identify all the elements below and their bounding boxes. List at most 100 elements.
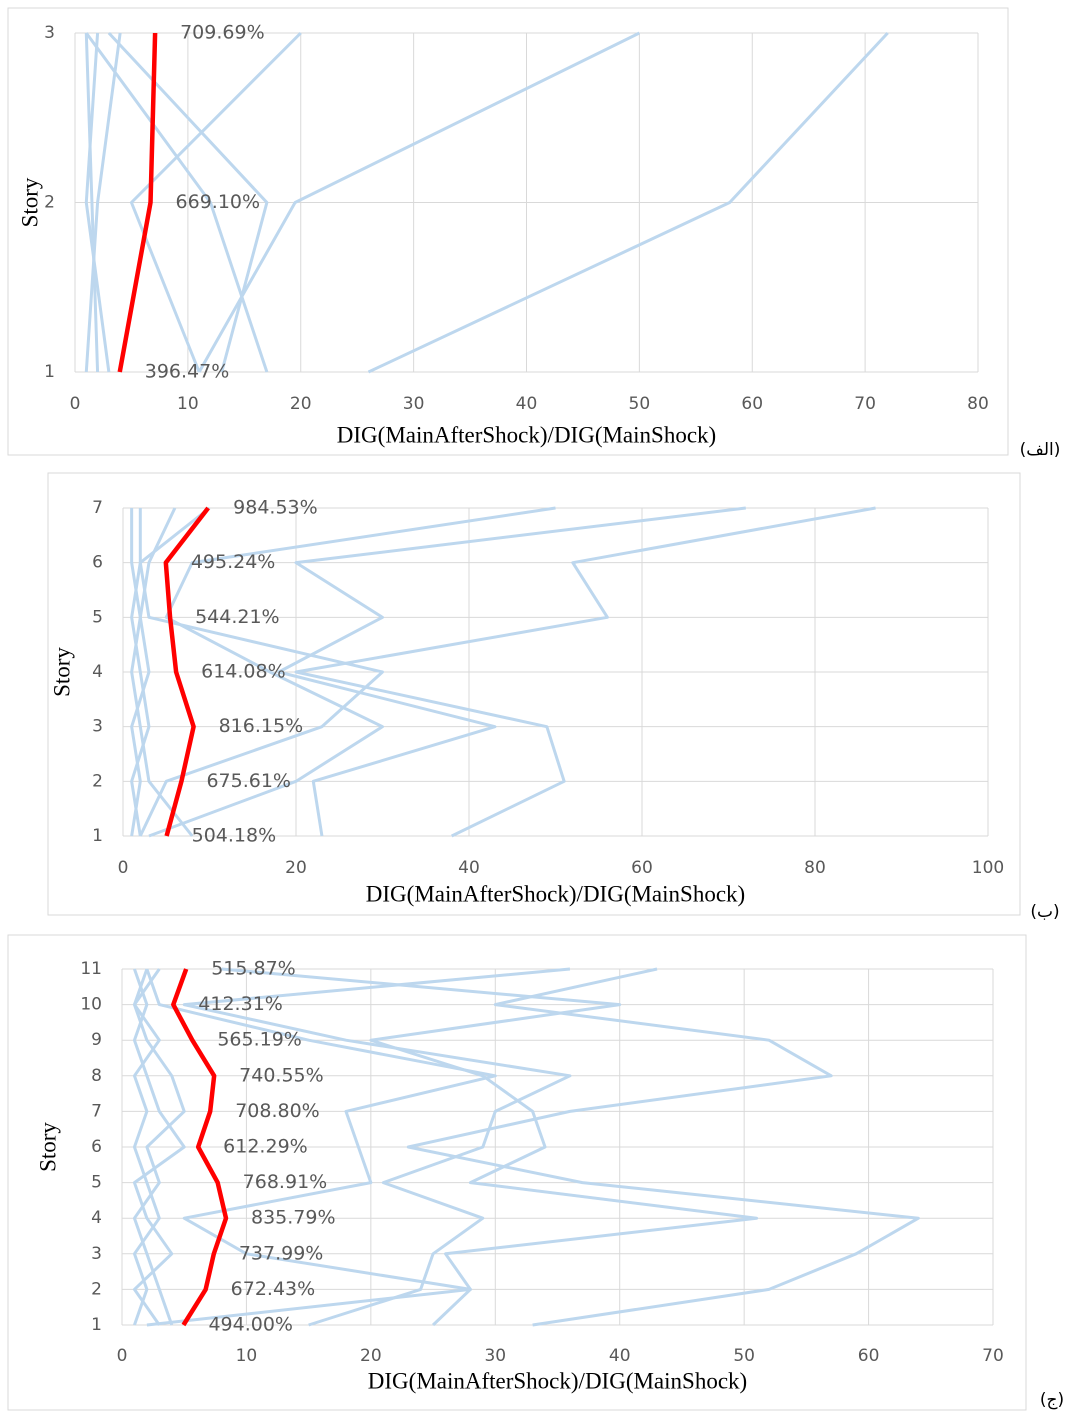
x-tick-label: 10 bbox=[177, 394, 199, 414]
x-axis-title: DIG(MainAfterShock)/DIG(MainShock) bbox=[368, 1368, 747, 1393]
x-tick-label: 20 bbox=[360, 1346, 382, 1366]
data-label: 396.47% bbox=[145, 361, 230, 383]
x-tick-label: 60 bbox=[741, 394, 763, 414]
y-axis-title: Story bbox=[49, 647, 74, 697]
y-tick-label: 2 bbox=[92, 771, 103, 791]
data-label: 737.99% bbox=[239, 1242, 324, 1264]
series-line bbox=[277, 506, 746, 837]
x-tick-label: 0 bbox=[117, 1346, 128, 1366]
data-label: 984.53% bbox=[233, 497, 318, 519]
data-label: 669.10% bbox=[176, 191, 261, 213]
series-line bbox=[132, 968, 186, 1326]
x-tick-label: 80 bbox=[804, 858, 826, 878]
y-tick-label: 3 bbox=[44, 23, 55, 43]
series-line bbox=[406, 967, 920, 1327]
series-line bbox=[182, 967, 572, 1327]
y-tick-label: 2 bbox=[91, 1279, 102, 1299]
series-line bbox=[163, 506, 210, 837]
series-line bbox=[117, 32, 158, 373]
y-axis-title: Story bbox=[35, 1122, 60, 1172]
series-line bbox=[132, 968, 161, 1326]
x-tick-label: 50 bbox=[629, 394, 651, 414]
data-label: 614.08% bbox=[201, 661, 286, 683]
data-label: 708.80% bbox=[235, 1100, 320, 1122]
data-label: 515.87% bbox=[211, 958, 296, 980]
series-line bbox=[130, 508, 151, 837]
x-tick-label: 0 bbox=[70, 394, 81, 414]
y-tick-label: 8 bbox=[91, 1066, 102, 1086]
series-line bbox=[171, 968, 229, 1327]
series-line bbox=[148, 506, 556, 838]
series-line bbox=[197, 31, 641, 373]
x-tick-label: 70 bbox=[854, 394, 876, 414]
data-label: 612.29% bbox=[223, 1136, 308, 1158]
chart-frame bbox=[7, 7, 1009, 456]
series-line bbox=[85, 32, 269, 373]
x-tick-label: 30 bbox=[484, 1346, 506, 1366]
x-tick-label: 40 bbox=[458, 858, 480, 878]
data-label: 495.24% bbox=[191, 551, 276, 573]
y-tick-label: 6 bbox=[92, 553, 103, 573]
y-tick-label: 10 bbox=[80, 995, 102, 1015]
y-tick-label: 1 bbox=[91, 1315, 102, 1335]
x-tick-label: 80 bbox=[967, 394, 989, 414]
y-tick-label: 5 bbox=[92, 607, 103, 627]
panel-label: (الف) bbox=[1020, 440, 1061, 460]
y-tick-label: 5 bbox=[91, 1173, 102, 1193]
chart-frame bbox=[47, 472, 1021, 916]
x-tick-label: 40 bbox=[516, 394, 538, 414]
data-label: 816.15% bbox=[219, 715, 304, 737]
y-tick-label: 9 bbox=[91, 1030, 102, 1050]
x-tick-label: 70 bbox=[982, 1346, 1004, 1366]
x-tick-label: 30 bbox=[403, 394, 425, 414]
series-line bbox=[367, 31, 889, 374]
y-tick-label: 4 bbox=[92, 662, 103, 682]
series-line bbox=[130, 507, 194, 837]
x-tick-label: 40 bbox=[609, 1346, 631, 1366]
y-tick-label: 4 bbox=[91, 1208, 102, 1228]
series-line bbox=[84, 32, 100, 373]
series-line bbox=[107, 31, 269, 373]
x-tick-label: 100 bbox=[972, 858, 1004, 878]
data-label: 740.55% bbox=[239, 1064, 324, 1086]
x-tick-label: 60 bbox=[858, 1346, 880, 1366]
panel-label: (ب) bbox=[1030, 902, 1059, 922]
data-label: 835.79% bbox=[251, 1207, 336, 1229]
y-axis-title: Story bbox=[17, 177, 42, 227]
data-label: 672.43% bbox=[231, 1278, 316, 1300]
y-tick-label: 2 bbox=[44, 193, 55, 213]
x-tick-label: 0 bbox=[118, 858, 129, 878]
series-line bbox=[221, 967, 759, 1327]
x-tick-label: 10 bbox=[236, 1346, 258, 1366]
data-label: 504.18% bbox=[192, 825, 277, 847]
x-axis-title: DIG(MainAfterShock)/DIG(MainShock) bbox=[366, 881, 745, 906]
x-axis-title: DIG(MainAfterShock)/DIG(MainShock) bbox=[337, 422, 716, 447]
y-tick-label: 1 bbox=[92, 826, 103, 846]
data-label: 494.00% bbox=[208, 1314, 293, 1336]
series-line bbox=[130, 508, 151, 837]
data-label: 675.61% bbox=[206, 770, 291, 792]
y-tick-label: 1 bbox=[44, 362, 55, 382]
x-tick-label: 20 bbox=[290, 394, 312, 414]
y-tick-label: 3 bbox=[91, 1244, 102, 1264]
panel-label: (ج) bbox=[1040, 1390, 1064, 1410]
data-label: 768.91% bbox=[243, 1171, 328, 1193]
data-label: 544.21% bbox=[195, 606, 280, 628]
x-tick-label: 20 bbox=[285, 858, 307, 878]
y-tick-label: 11 bbox=[80, 959, 102, 979]
data-label: 412.31% bbox=[198, 993, 283, 1015]
series-line bbox=[132, 968, 186, 1326]
y-tick-label: 7 bbox=[92, 498, 103, 518]
x-tick-label: 50 bbox=[733, 1346, 755, 1366]
y-tick-label: 7 bbox=[91, 1101, 102, 1121]
x-tick-label: 60 bbox=[631, 858, 653, 878]
series-line bbox=[84, 32, 111, 373]
series-line bbox=[84, 32, 122, 373]
data-label: 565.19% bbox=[217, 1029, 302, 1051]
series-line bbox=[129, 31, 302, 373]
y-tick-label: 3 bbox=[92, 717, 103, 737]
series-line bbox=[145, 968, 497, 1327]
chart-frame bbox=[7, 934, 1027, 1411]
